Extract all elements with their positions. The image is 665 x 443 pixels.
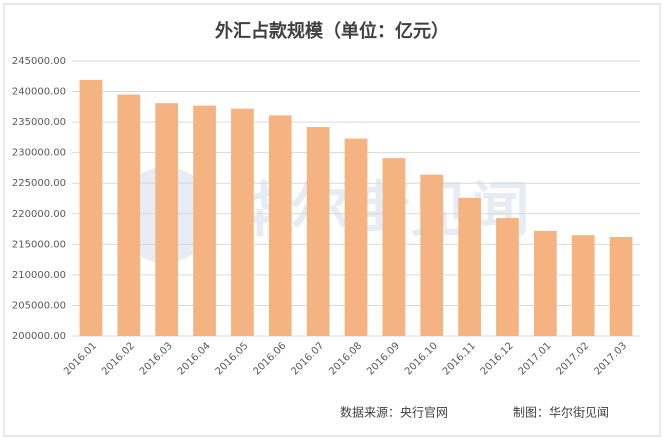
y-tick-label: 215000.00 [12, 239, 66, 250]
bar [609, 237, 633, 336]
y-tick-label: 210000.00 [12, 270, 66, 281]
y-tick-label: 225000.00 [12, 178, 66, 189]
bar [193, 105, 216, 336]
y-tick-label: 205000.00 [12, 300, 66, 311]
bar [306, 127, 330, 336]
bar [458, 197, 481, 336]
y-tick-label: 240000.00 [12, 87, 66, 98]
source: 数据来源：央行官网 [340, 405, 448, 420]
bar [155, 103, 179, 337]
y-tick-label: 220000.00 [12, 209, 66, 220]
chart-title: 外汇占款规模（单位：亿元） [215, 20, 449, 42]
y-tick-label: 245000.00 [12, 56, 66, 67]
bar [420, 174, 444, 336]
y-tick-label: 230000.00 [12, 148, 66, 159]
bar [382, 158, 406, 336]
bar [344, 138, 368, 336]
credit: 制图：华尔街见闻 [513, 405, 609, 420]
bar [231, 108, 254, 337]
chart-frame [3, 3, 661, 437]
bar [79, 79, 103, 336]
bar [117, 94, 141, 336]
bar [533, 230, 557, 336]
y-tick-label: 200000.00 [12, 331, 66, 342]
y-tick-label: 235000.00 [12, 117, 66, 128]
bar [496, 218, 519, 336]
bar [268, 115, 292, 336]
bar [571, 235, 595, 336]
